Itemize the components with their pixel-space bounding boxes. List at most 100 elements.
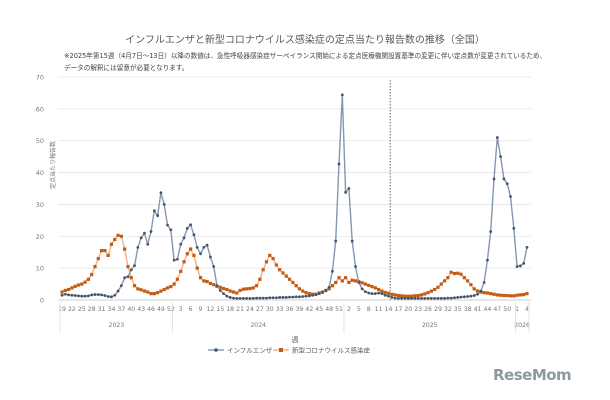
covid19-point [149, 292, 153, 296]
covid19-point [380, 289, 384, 293]
influenza-point [502, 177, 506, 181]
x-tick-label: 24 [246, 306, 254, 313]
influenza-point [172, 258, 176, 262]
influenza-point [67, 293, 70, 297]
influenza-point [129, 268, 133, 272]
influenza-point [416, 297, 420, 300]
y-axis-label: 定点当たり報告数 [49, 141, 57, 189]
x-tick-label: 14 [385, 306, 393, 313]
covid19-point [156, 291, 160, 295]
influenza-point [265, 296, 268, 300]
covid19-point [254, 284, 259, 288]
influenza-point [152, 209, 156, 213]
influenza-point [420, 297, 423, 300]
influenza-point [373, 292, 377, 296]
influenza-point [453, 296, 456, 300]
x-tick-label: 18 [226, 306, 234, 313]
chart-title: インフルエンザと新型コロナウイルス感染症の定点当たり報告数の推移（全国） [125, 35, 485, 46]
covid19-point [172, 282, 176, 286]
influenza-point [235, 297, 239, 300]
influenza-point [63, 292, 67, 296]
covid19-point [218, 285, 222, 289]
covid19-point [113, 237, 117, 242]
covid19-point [221, 286, 226, 291]
x-tick-label: 36 [286, 306, 294, 313]
influenza-point [357, 281, 361, 284]
influenza-point [126, 275, 130, 279]
covid19-point [90, 272, 94, 277]
influenza-point [462, 295, 466, 299]
x-tick-label: 51 [335, 306, 343, 313]
resemom-logo: ReseMom [493, 366, 572, 384]
influenza-point [304, 294, 308, 298]
covid19-point [241, 287, 245, 291]
influenza-point [159, 191, 163, 195]
covid19-point [70, 286, 74, 290]
influenza-point [377, 291, 380, 295]
covid19-point [367, 283, 371, 287]
y-tick-label: 50 [36, 137, 44, 145]
influenza-point [261, 296, 265, 300]
influenza-point [199, 252, 202, 256]
covid19-point [248, 286, 252, 291]
influenza-point [466, 295, 470, 298]
influenza-point [182, 236, 186, 240]
influenza-point [103, 294, 107, 297]
x-tick-label: 20 [404, 306, 412, 313]
influenza-point [100, 293, 103, 297]
x-tick-label: 32 [444, 306, 452, 313]
influenza-point [515, 265, 519, 268]
covid19-point [284, 274, 288, 278]
influenza-point [499, 155, 503, 159]
x-tick-label: 15 [216, 306, 224, 313]
legend-label: 新型コロナウイルス感染症 [292, 346, 371, 355]
covid19-point [393, 293, 397, 297]
x-tick-label: 17 [394, 306, 402, 313]
covid19-point [189, 247, 193, 251]
influenza-point [288, 295, 291, 299]
influenza-point [459, 295, 463, 299]
covid19-point [485, 291, 490, 295]
covid19-point [291, 280, 295, 285]
covid19-point [383, 290, 387, 294]
x-tick-label: 11 [375, 306, 383, 313]
covid19-point [106, 253, 110, 257]
influenza-point [340, 93, 344, 97]
covid19-point [423, 292, 427, 296]
covid19-point [304, 291, 308, 295]
covid19-point [152, 292, 156, 296]
influenza-point [195, 246, 199, 249]
covid19-point [235, 291, 239, 295]
influenza-point [486, 258, 489, 262]
x-tick-label: 49 [157, 306, 165, 313]
influenza-point [294, 295, 298, 299]
influenza-point [291, 295, 295, 299]
covid19-point [301, 289, 305, 293]
covid19-point [208, 281, 213, 286]
influenza-point [495, 136, 499, 139]
influenza-point [360, 287, 364, 291]
influenza-point [519, 264, 522, 268]
covid19-point [334, 280, 338, 285]
influenza-point [80, 294, 84, 298]
x-tick-label: 1 [515, 306, 519, 313]
influenza-point [350, 239, 354, 243]
covid19-point [522, 292, 526, 297]
covid19-point [433, 287, 437, 292]
influenza-point [492, 177, 496, 181]
covid19-point [271, 256, 275, 261]
x-tick-label: 40 [127, 306, 135, 313]
covid19-point [129, 276, 133, 280]
influenza-point [509, 195, 512, 198]
x-tick-label: 28 [88, 306, 96, 313]
x-tick-label: 29 [434, 306, 442, 313]
influenza-point [149, 230, 153, 233]
influenza-point [449, 296, 453, 300]
x-tick-label: 5 [357, 306, 361, 313]
covid19-point [80, 282, 84, 286]
covid19-point [462, 276, 466, 280]
covid19-point [419, 293, 424, 297]
covid19-point [416, 293, 420, 298]
legend-square-marker [279, 348, 283, 352]
covid19-point [436, 285, 440, 289]
